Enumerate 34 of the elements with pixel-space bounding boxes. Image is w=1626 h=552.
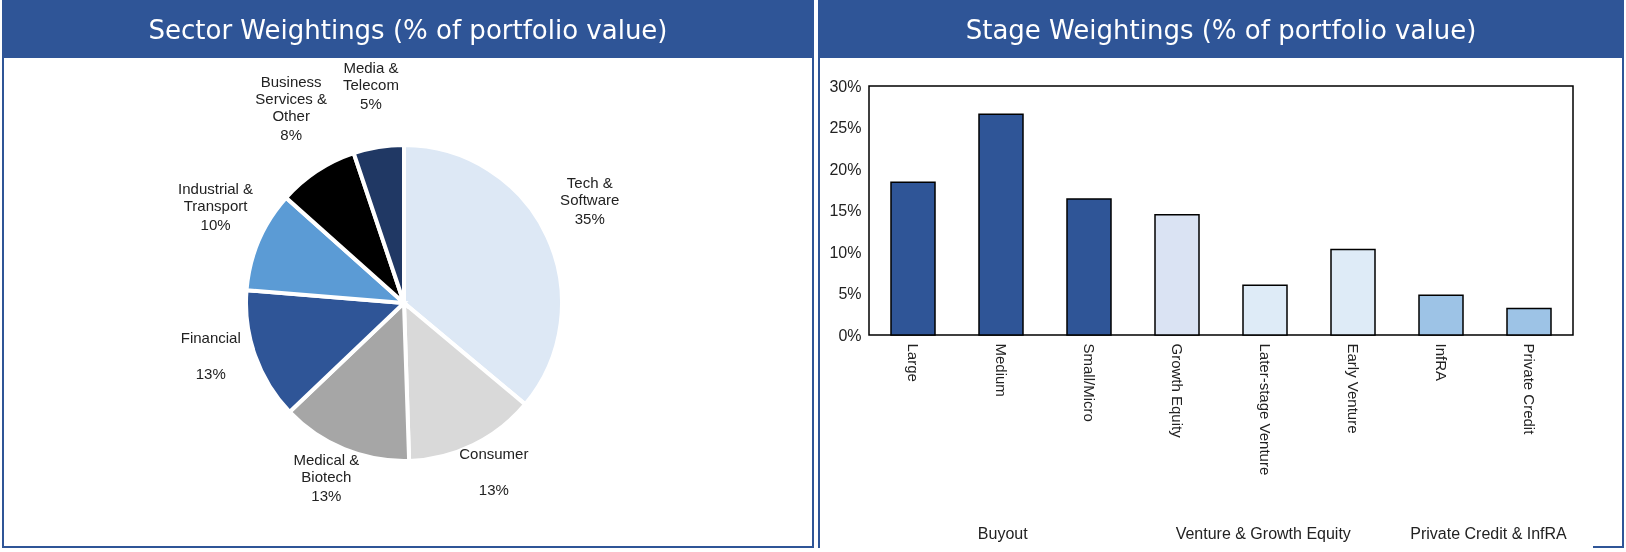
x-tick-label: Early Venture <box>1345 343 1362 434</box>
slice-label: Business Services & Other <box>255 72 327 124</box>
chart-title: Stage Weightings (% of portfolio value) <box>820 2 1622 58</box>
x-tick-label: Medium <box>993 343 1010 397</box>
slice-label: Medical & Biotech <box>293 450 360 485</box>
slice-label: Financial <box>180 329 241 347</box>
slice-label: Industrial & Transport <box>178 180 254 215</box>
data-label: 13% <box>478 481 509 499</box>
chart-title: Sector Weightings (% of portfolio value) <box>4 2 812 58</box>
data-label: 5% <box>360 94 382 112</box>
data-label: 13% <box>311 486 342 504</box>
x-tick-label: Growth Equity <box>1169 343 1186 439</box>
y-tick-label: 30% <box>829 77 862 95</box>
y-tick-label: 10% <box>829 243 862 261</box>
y-tick-label: 5% <box>838 285 862 302</box>
slice-label: Tech & Software <box>560 174 620 209</box>
data-label: 35% <box>574 210 605 228</box>
slice-label: Media & Telecom <box>343 58 399 93</box>
x-tick-label: Large <box>905 343 922 382</box>
data-label: 13% <box>195 365 226 383</box>
y-tick-label: 15% <box>829 202 862 219</box>
data-label: 10% <box>200 216 231 234</box>
x-tick-label: Later-stage Venture <box>1257 343 1274 476</box>
text: Buyout <box>977 525 1029 542</box>
text: Private Credit & InfRA <box>1410 525 1568 542</box>
x-tick-label: Small/Micro <box>1081 343 1098 422</box>
x-tick-label: InfRA <box>1433 343 1450 382</box>
text: Venture & Growth Equity <box>1175 525 1351 542</box>
slice-label: Consumer <box>459 445 529 463</box>
y-tick-label: 0% <box>838 326 862 344</box>
y-tick-label: 25% <box>829 119 862 136</box>
x-tick-label: Private Credit <box>1521 343 1538 436</box>
data-label: 8% <box>280 125 302 143</box>
y-tick-label: 20% <box>829 160 862 178</box>
